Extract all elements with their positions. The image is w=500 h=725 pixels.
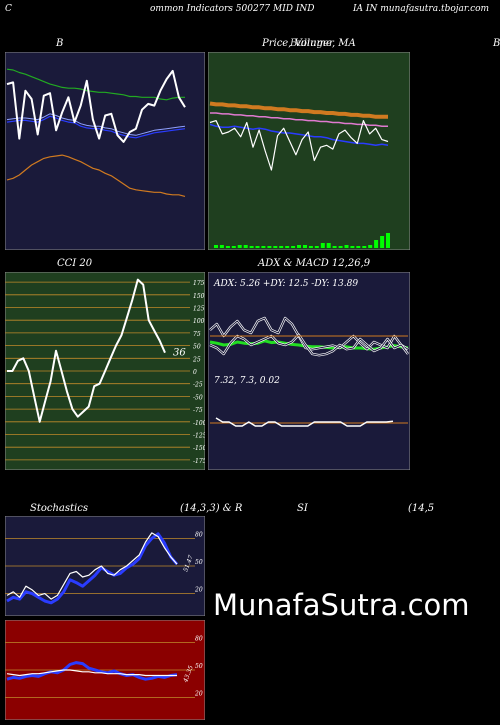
volume-bar xyxy=(308,246,313,248)
price-blue-line xyxy=(209,123,389,147)
cci-tick-label: -125 xyxy=(193,433,205,440)
volume-bar xyxy=(362,246,367,248)
oscillator-tick-label: 80 xyxy=(195,635,203,642)
bollinger-white-line xyxy=(6,69,186,143)
oscillator-tick-label: 50 xyxy=(195,663,203,670)
cci-tick-label: -50 xyxy=(193,394,203,401)
volume-bar xyxy=(261,246,266,248)
volume-bar xyxy=(350,246,355,248)
oscillator-white-line xyxy=(6,532,178,600)
macd-line xyxy=(215,417,394,427)
volume-bar xyxy=(320,243,325,248)
volume-bar xyxy=(249,246,254,248)
volume-bar xyxy=(285,246,290,248)
adx-di-inner-2 xyxy=(209,334,409,356)
adx-label: ADX: 5.26 +DY: 12.5 -DY: 13.89 xyxy=(213,279,358,289)
cci-tick-label: 125 xyxy=(193,305,205,312)
oscillator-tick-label: 20 xyxy=(194,587,203,594)
volume-bar xyxy=(356,246,361,248)
volume-bar xyxy=(344,245,349,248)
cci-line xyxy=(7,278,166,423)
cci-tick-label: 150 xyxy=(193,293,205,300)
volume-bar xyxy=(380,236,385,248)
watermark: MunafaSutra.com xyxy=(213,588,470,622)
volume-bar xyxy=(338,246,343,248)
cci-tick-label: 0 xyxy=(193,369,197,376)
macd-label: 7.32, 7.3, 0.02 xyxy=(214,376,280,386)
cci-tick-label: -75 xyxy=(193,407,203,414)
cci-tick-label: 50 xyxy=(193,344,201,351)
cci-tick-label: -100 xyxy=(193,420,205,427)
volume-bar xyxy=(326,243,331,248)
oscillator-tick-label: 50 xyxy=(195,559,203,566)
oscillator-blue-line xyxy=(6,532,179,605)
price-pink-line xyxy=(210,112,388,128)
title-price: Price, Volume, MA xyxy=(262,38,356,49)
volume-bar xyxy=(297,245,301,248)
cci-tick-label: 175 xyxy=(193,280,205,287)
volume-bar xyxy=(225,246,230,248)
price-chart xyxy=(208,52,410,250)
header-letter: C xyxy=(5,4,12,14)
cci-value-label: 36 xyxy=(173,348,186,359)
title-stoch-params: (14,3,3) & R xyxy=(180,503,243,514)
title-si: SI xyxy=(297,503,308,514)
oscillator-tick-label: 80 xyxy=(195,531,203,538)
volume-bar xyxy=(368,245,373,248)
bollinger-orange-line xyxy=(6,154,186,197)
price-orange-line xyxy=(209,101,388,119)
oscillator-white-line xyxy=(6,669,177,677)
title-price-overlay: Bulinger xyxy=(290,38,334,49)
title-edge: B xyxy=(493,38,500,49)
cci-tick-label: -25 xyxy=(193,382,203,389)
cci-tick-label: -175 xyxy=(193,458,205,465)
volume-bar xyxy=(273,246,278,248)
volume-bar xyxy=(314,246,319,248)
volume-bar xyxy=(231,246,236,248)
title-stochastics: Stochastics xyxy=(30,503,88,514)
title-adx: ADX & MACD 12,26,9 xyxy=(258,258,371,269)
volume-bar xyxy=(219,245,224,248)
oscillator-tick-label: 20 xyxy=(194,691,203,698)
adx-line xyxy=(209,339,409,351)
title-bollinger: B xyxy=(56,38,64,49)
header-title: ommon Indicators 500277 MID IND xyxy=(150,4,315,14)
cci-tick-label: 25 xyxy=(192,356,201,363)
adx-macd-chart: ADX: 5.26 +DY: 12.5 -DY: 13.89 7.32, 7.3… xyxy=(208,272,410,470)
volume-bar xyxy=(386,233,390,248)
volume-bar xyxy=(237,245,242,248)
header-site: IA IN munafasutra.tbojar.com xyxy=(353,4,490,14)
volume-bar xyxy=(214,245,218,248)
price-white-line xyxy=(209,119,389,171)
cci-tick-label: -150 xyxy=(193,445,205,452)
bollinger-green-line xyxy=(6,68,185,101)
title-cci: CCI 20 xyxy=(57,258,93,269)
volume-bar xyxy=(291,246,296,248)
oscillator-blue-line xyxy=(6,661,178,681)
volume-bar xyxy=(374,240,379,248)
title-rsi-params: (14,5 xyxy=(408,503,435,514)
volume-bar xyxy=(332,246,337,248)
volume-bar xyxy=(243,245,248,248)
volume-bar xyxy=(267,246,272,248)
volume-bar xyxy=(303,245,307,248)
cci-chart: 175 150 125 100 75 50 25 0 -25 -50 -75 -100 -125 -150… xyxy=(5,272,205,470)
volume-bar xyxy=(255,246,260,248)
cci-tick-label: 75 xyxy=(193,331,201,338)
volume-bar xyxy=(279,246,284,248)
bollinger-chart xyxy=(5,52,205,250)
cci-tick-label: 100 xyxy=(193,318,205,325)
